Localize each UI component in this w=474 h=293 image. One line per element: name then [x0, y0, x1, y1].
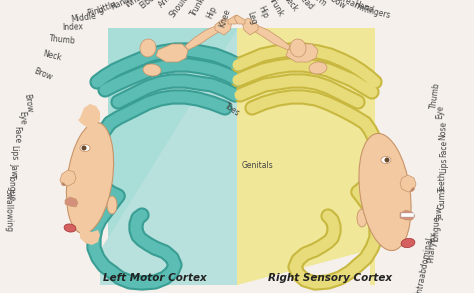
- Polygon shape: [242, 18, 258, 35]
- Ellipse shape: [143, 64, 161, 76]
- Text: Elbow: Elbow: [323, 0, 347, 11]
- Text: Swallowing: Swallowing: [3, 188, 13, 232]
- Text: Nose: Nose: [438, 120, 448, 140]
- Polygon shape: [400, 210, 415, 220]
- Polygon shape: [80, 228, 100, 245]
- Ellipse shape: [290, 39, 306, 57]
- Text: Brow: Brow: [22, 93, 34, 113]
- Ellipse shape: [309, 62, 327, 74]
- Polygon shape: [62, 182, 66, 186]
- Polygon shape: [400, 175, 416, 192]
- Text: Face: Face: [12, 126, 22, 144]
- Text: Hip: Hip: [205, 4, 219, 20]
- Text: Trunk: Trunk: [267, 0, 285, 18]
- Text: Brow: Brow: [32, 66, 54, 82]
- Text: Tongue: Tongue: [7, 174, 17, 202]
- Text: Ring: Ring: [86, 6, 106, 18]
- Polygon shape: [100, 28, 238, 285]
- Text: Head: Head: [295, 0, 315, 11]
- Text: Eye: Eye: [17, 111, 27, 125]
- Ellipse shape: [357, 209, 367, 227]
- Text: Toes: Toes: [223, 102, 241, 118]
- Polygon shape: [65, 197, 78, 207]
- Text: Lips: Lips: [439, 157, 448, 173]
- Text: Trunk: Trunk: [189, 0, 207, 18]
- Text: Gums: Gums: [438, 187, 447, 209]
- Text: Arm: Arm: [311, 0, 329, 8]
- Text: Hand: Hand: [353, 0, 375, 15]
- Polygon shape: [215, 18, 232, 35]
- Polygon shape: [234, 15, 245, 24]
- Text: Elbow: Elbow: [138, 0, 162, 11]
- Polygon shape: [100, 28, 238, 285]
- Polygon shape: [60, 170, 76, 186]
- Polygon shape: [78, 104, 100, 128]
- Polygon shape: [185, 25, 222, 50]
- Text: Index: Index: [63, 22, 83, 32]
- Circle shape: [384, 158, 390, 163]
- Text: Leg: Leg: [246, 10, 258, 26]
- Text: Forearm: Forearm: [334, 0, 366, 14]
- Text: Fingers: Fingers: [363, 6, 392, 21]
- Text: Pharynx: Pharynx: [426, 231, 438, 263]
- Text: Tongue: Tongue: [432, 215, 442, 243]
- Text: Jaw: Jaw: [9, 163, 18, 177]
- Ellipse shape: [80, 144, 90, 151]
- Polygon shape: [228, 15, 240, 24]
- Text: Eye: Eye: [435, 105, 445, 119]
- Text: Left Motor Cortex: Left Motor Cortex: [103, 273, 207, 283]
- Text: Thumb: Thumb: [428, 81, 441, 109]
- Ellipse shape: [64, 224, 76, 232]
- Ellipse shape: [359, 134, 411, 251]
- Text: Wrist: Wrist: [124, 0, 146, 10]
- Text: Shoulder: Shoulder: [168, 0, 196, 19]
- Polygon shape: [156, 44, 188, 62]
- Text: Teeth: Teeth: [438, 172, 447, 193]
- Text: Intraabdominal: Intraabdominal: [414, 236, 434, 293]
- Text: Neck: Neck: [281, 0, 299, 13]
- Text: Hip: Hip: [256, 4, 270, 20]
- Circle shape: [82, 146, 86, 151]
- Polygon shape: [410, 187, 414, 192]
- Text: Jaw: Jaw: [436, 206, 445, 220]
- Polygon shape: [401, 213, 414, 217]
- Text: Little: Little: [96, 0, 118, 15]
- Text: Right Sensory Cortex: Right Sensory Cortex: [268, 273, 392, 283]
- Text: Hand: Hand: [109, 0, 131, 11]
- Polygon shape: [237, 28, 375, 285]
- Ellipse shape: [107, 196, 117, 214]
- Text: Knee: Knee: [218, 8, 232, 28]
- Polygon shape: [286, 44, 318, 62]
- Text: Thumb: Thumb: [48, 34, 76, 46]
- Text: Neck: Neck: [42, 49, 62, 63]
- Text: Arm: Arm: [157, 0, 175, 10]
- Text: Lips: Lips: [9, 145, 18, 161]
- Ellipse shape: [401, 239, 415, 248]
- Ellipse shape: [66, 122, 114, 234]
- Ellipse shape: [381, 156, 391, 163]
- Text: Middle: Middle: [71, 12, 97, 24]
- Text: Face: Face: [439, 139, 449, 157]
- Text: Genitals: Genitals: [242, 161, 274, 169]
- Ellipse shape: [140, 39, 156, 57]
- Polygon shape: [252, 25, 290, 50]
